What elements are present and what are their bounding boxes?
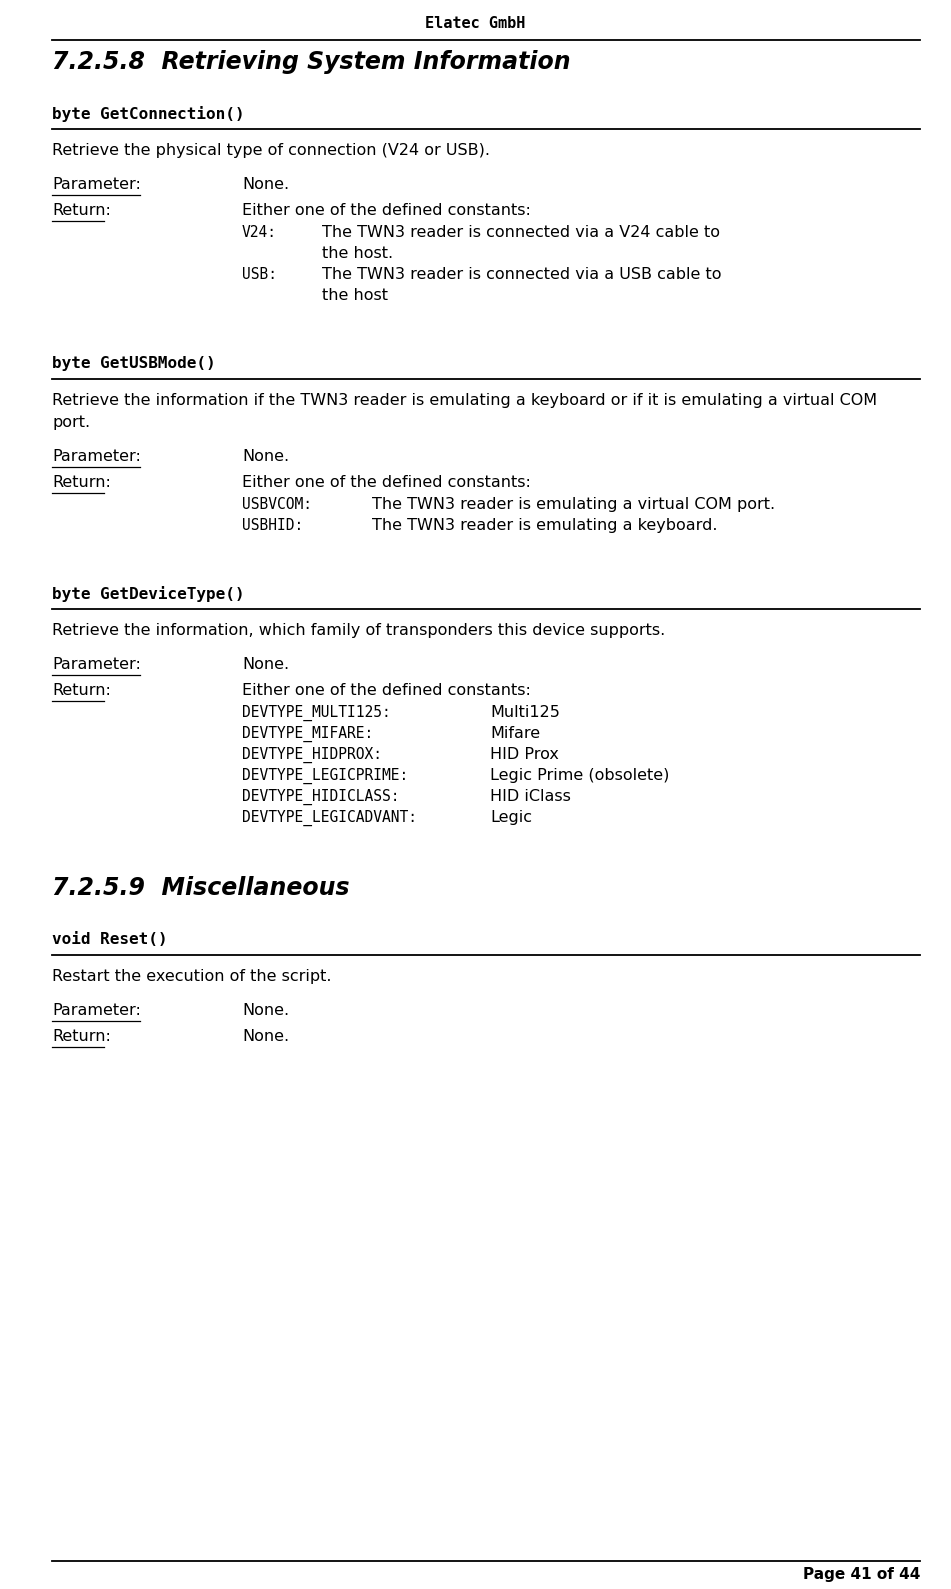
Text: None.: None. — [242, 450, 289, 464]
Text: HID Prox: HID Prox — [490, 747, 559, 763]
Text: USBVCOM:: USBVCOM: — [242, 497, 312, 512]
Text: USB:: USB: — [242, 267, 277, 281]
Text: DEVTYPE_MIFARE:: DEVTYPE_MIFARE: — [242, 726, 373, 742]
Text: V24:: V24: — [242, 226, 277, 240]
Text: Retrieve the information, which family of transponders this device supports.: Retrieve the information, which family o… — [52, 623, 666, 639]
Text: Return:: Return: — [52, 1030, 111, 1044]
Text: byte GetUSBMode(): byte GetUSBMode() — [52, 356, 216, 370]
Text: Restart the execution of the script.: Restart the execution of the script. — [52, 969, 332, 984]
Text: the host.: the host. — [322, 246, 393, 261]
Text: None.: None. — [242, 656, 289, 672]
Text: Multi125: Multi125 — [490, 706, 560, 720]
Text: Page 41 of 44: Page 41 of 44 — [803, 1567, 920, 1583]
Text: Mifare: Mifare — [490, 726, 540, 740]
Text: HID iClass: HID iClass — [490, 790, 571, 804]
Text: Return:: Return: — [52, 683, 111, 698]
Text: The TWN3 reader is emulating a keyboard.: The TWN3 reader is emulating a keyboard. — [372, 518, 717, 532]
Text: Retrieve the physical type of connection (V24 or USB).: Retrieve the physical type of connection… — [52, 143, 490, 157]
Text: 7.2.5.8  Retrieving System Information: 7.2.5.8 Retrieving System Information — [52, 49, 571, 75]
Text: Return:: Return: — [52, 475, 111, 489]
Text: Legic Prime (obsolete): Legic Prime (obsolete) — [490, 767, 670, 783]
Text: byte GetConnection(): byte GetConnection() — [52, 106, 244, 122]
Text: USBHID:: USBHID: — [242, 518, 303, 532]
Text: Either one of the defined constants:: Either one of the defined constants: — [242, 683, 531, 698]
Text: Parameter:: Parameter: — [52, 656, 141, 672]
Text: DEVTYPE_LEGICPRIME:: DEVTYPE_LEGICPRIME: — [242, 767, 408, 785]
Text: The TWN3 reader is emulating a virtual COM port.: The TWN3 reader is emulating a virtual C… — [372, 497, 775, 512]
Text: DEVTYPE_HIDICLASS:: DEVTYPE_HIDICLASS: — [242, 790, 399, 806]
Text: Either one of the defined constants:: Either one of the defined constants: — [242, 475, 531, 489]
Text: None.: None. — [242, 176, 289, 192]
Text: Elatec GmbH: Elatec GmbH — [425, 16, 526, 32]
Text: DEVTYPE_HIDPROX:: DEVTYPE_HIDPROX: — [242, 747, 382, 763]
Text: DEVTYPE_LEGICADVANT:: DEVTYPE_LEGICADVANT: — [242, 810, 417, 826]
Text: Parameter:: Parameter: — [52, 176, 141, 192]
Text: The TWN3 reader is connected via a V24 cable to: The TWN3 reader is connected via a V24 c… — [322, 226, 720, 240]
Text: Return:: Return: — [52, 203, 111, 218]
Text: the host: the host — [322, 288, 388, 303]
Text: byte GetDeviceType(): byte GetDeviceType() — [52, 586, 244, 602]
Text: Legic: Legic — [490, 810, 532, 825]
Text: Parameter:: Parameter: — [52, 1003, 141, 1019]
Text: Either one of the defined constants:: Either one of the defined constants: — [242, 203, 531, 218]
Text: DEVTYPE_MULTI125:: DEVTYPE_MULTI125: — [242, 706, 391, 721]
Text: The TWN3 reader is connected via a USB cable to: The TWN3 reader is connected via a USB c… — [322, 267, 722, 281]
Text: None.: None. — [242, 1030, 289, 1044]
Text: Retrieve the information if the TWN3 reader is emulating a keyboard or if it is : Retrieve the information if the TWN3 rea… — [52, 392, 877, 408]
Text: None.: None. — [242, 1003, 289, 1019]
Text: 7.2.5.9  Miscellaneous: 7.2.5.9 Miscellaneous — [52, 876, 350, 899]
Text: void Reset(): void Reset() — [52, 933, 167, 947]
Text: port.: port. — [52, 415, 90, 431]
Text: Parameter:: Parameter: — [52, 450, 141, 464]
